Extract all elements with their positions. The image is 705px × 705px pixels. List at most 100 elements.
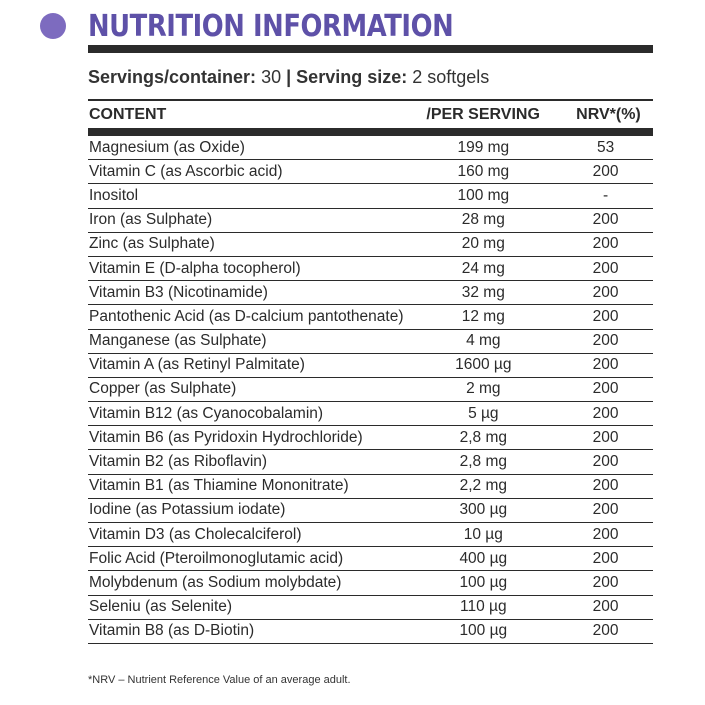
- table-row: Pantothenic Acid (as D-calcium pantothen…: [88, 305, 653, 330]
- row-content: Vitamin C (as Ascorbic acid): [89, 162, 283, 180]
- row-content: Vitamin B12 (as Cyanocobalamin): [89, 404, 324, 422]
- row-per-serving: 4 mg: [466, 332, 501, 350]
- row-nrv: 200: [592, 283, 619, 301]
- row-per-serving: 1600 µg: [455, 356, 512, 374]
- header-nrv: NRV*(%): [576, 105, 641, 123]
- row-nrv: 200: [592, 453, 619, 471]
- row-per-serving: 400 µg: [459, 549, 508, 567]
- row-nrv: 200: [592, 428, 619, 446]
- row-nrv: 200: [592, 598, 619, 616]
- table-row: Vitamin E (D-alpha tocopherol) 24 mg 200: [88, 257, 653, 282]
- table-row: Vitamin B1 (as Thiamine Mononitrate) 2,2 …: [88, 475, 653, 499]
- table-row: Zinc (as Sulphate) 20 mg 200: [88, 233, 653, 257]
- table-row: Vitamin B3 (Nicotinamide) 32 mg 200: [88, 281, 653, 306]
- row-nrv: 200: [592, 404, 619, 422]
- table-row: Vitamin C (as Ascorbic acid) 160 mg 200: [88, 160, 653, 185]
- servings-container-value: 30: [261, 67, 282, 87]
- row-per-serving: 28 mg: [461, 211, 505, 229]
- table-row: Vitamin B2 (as Riboflavin) 2,8 mg 200: [88, 450, 653, 475]
- row-content: Vitamin E (D-alpha tocopherol): [89, 259, 301, 277]
- row-per-serving: 12 mg: [461, 307, 505, 325]
- row-content: Vitamin B6 (as Pyridoxin Hydrochloride): [89, 428, 363, 446]
- row-per-serving: 199 mg: [457, 138, 510, 156]
- table-row: Manganese (as Sulphate) 4 mg 200: [88, 330, 653, 354]
- table-row: Vitamin D3 (as Cholecalciferol) 10 µg 200: [88, 523, 653, 548]
- row-nrv: 200: [592, 307, 619, 325]
- table-row: Iron (as Sulphate) 28 mg 200: [88, 209, 653, 233]
- row-nrv: -: [603, 186, 609, 204]
- title-row: NUTRITION INFORMATION: [40, 6, 660, 46]
- row-nrv: 200: [592, 573, 619, 591]
- row-content: Vitamin B8 (as D-Biotin): [89, 622, 255, 640]
- row-nrv: 53: [596, 138, 615, 156]
- row-content: Vitamin A (as Retinyl Palmitate): [89, 356, 305, 374]
- row-per-serving: 100 µg: [459, 622, 508, 640]
- row-content: Pantothenic Acid (as D-calcium pantothen…: [89, 307, 404, 325]
- row-per-serving: 5 µg: [468, 404, 499, 422]
- row-per-serving: 10 µg: [463, 525, 503, 543]
- serving-size-label: Serving size:: [296, 67, 408, 87]
- table-body: Magnesium (as Oxide) 199 mg 53 Vitamin C (a…: [88, 136, 653, 644]
- row-per-serving: 24 mg: [461, 259, 505, 277]
- servings-line: Servings/container: 30 | Serving size: 2…: [88, 64, 653, 90]
- table-row: Seleniu (as Selenite) 110 µg 200: [88, 596, 653, 620]
- table-row: Vitamin B8 (as D-Biotin) 100 µg 200: [88, 620, 653, 644]
- row-per-serving: 2,8 mg: [459, 428, 507, 446]
- row-content: Magnesium (as Oxide): [89, 138, 245, 156]
- row-nrv: 200: [592, 162, 619, 180]
- row-nrv: 200: [592, 235, 619, 253]
- table-row: Folic Acid (Pteroilmonoglutamic acid) 400…: [88, 547, 653, 572]
- serving-size-value: 2 softgels: [412, 67, 490, 87]
- header-per-serving: /PER SERVING: [426, 105, 540, 123]
- footnote: *NRV – Nutrient Reference Value of an av…: [88, 674, 351, 686]
- row-per-serving: 2,2 mg: [459, 477, 507, 495]
- row-nrv: 200: [592, 501, 619, 519]
- row-per-serving: 2,8 mg: [459, 453, 507, 471]
- row-per-serving: 32 mg: [461, 283, 505, 301]
- row-nrv: 200: [592, 622, 619, 640]
- table-row: Molybdenum (as Sodium molybdate) 100 µg 20…: [88, 571, 653, 596]
- top-divider: [88, 45, 653, 53]
- row-nrv: 200: [592, 549, 619, 567]
- row-per-serving: 20 mg: [461, 235, 505, 253]
- row-nrv: 200: [592, 332, 619, 350]
- row-content: Vitamin B2 (as Riboflavin): [89, 453, 268, 471]
- table-row: Vitamin A (as Retinyl Palmitate) 1600 µg 2…: [88, 354, 653, 378]
- servings-container-label: Servings/container:: [88, 67, 257, 87]
- table-row: Vitamin B6 (as Pyridoxin Hydrochloride) 2…: [88, 426, 653, 451]
- row-content: Zinc (as Sulphate): [89, 235, 215, 253]
- row-content: Inositol: [89, 186, 139, 204]
- servings-separator: |: [286, 67, 292, 87]
- row-nrv: 200: [592, 356, 619, 374]
- table-header: CONTENT /PER SERVING NRV*(%): [88, 101, 653, 136]
- row-per-serving: 110 µg: [460, 598, 507, 616]
- row-per-serving: 2 mg: [466, 380, 501, 398]
- bullet-dot-icon: [40, 13, 66, 39]
- row-nrv: 200: [592, 259, 619, 277]
- row-nrv: 200: [592, 380, 619, 398]
- table-row: Inositol 100 mg -: [88, 184, 653, 209]
- row-content: Vitamin B1 (as Thiamine Mononitrate): [89, 477, 349, 495]
- row-per-serving: 160 mg: [457, 162, 510, 180]
- nutrition-table: CONTENT /PER SERVING NRV*(%) Magnesium (…: [88, 99, 653, 644]
- row-content: Folic Acid (Pteroilmonoglutamic acid): [89, 549, 344, 567]
- row-nrv: 200: [592, 525, 619, 543]
- row-content: Iron (as Sulphate): [89, 211, 213, 229]
- page-title: NUTRITION INFORMATION: [88, 8, 454, 44]
- row-content: Vitamin B3 (Nicotinamide): [89, 283, 268, 301]
- row-content: Manganese (as Sulphate): [89, 332, 267, 350]
- row-per-serving: 300 µg: [459, 501, 508, 519]
- table-row: Vitamin B12 (as Cyanocobalamin) 5 µg 200: [88, 402, 653, 427]
- table-row: Copper (as Sulphate) 2 mg 200: [88, 378, 653, 403]
- row-content: Vitamin D3 (as Cholecalciferol): [89, 525, 302, 543]
- row-per-serving: 100 mg: [457, 186, 510, 204]
- row-content: Seleniu (as Selenite): [89, 598, 233, 616]
- row-per-serving: 100 µg: [459, 573, 508, 591]
- row-content: Copper (as Sulphate): [89, 380, 237, 398]
- table-row: Magnesium (as Oxide) 199 mg 53: [88, 136, 653, 161]
- row-content: Iodine (as Potassium iodate): [89, 501, 286, 519]
- row-nrv: 200: [592, 211, 619, 229]
- table-row: Iodine (as Potassium iodate) 300 µg 200: [88, 499, 653, 523]
- row-nrv: 200: [592, 477, 619, 495]
- header-content: CONTENT: [89, 105, 167, 123]
